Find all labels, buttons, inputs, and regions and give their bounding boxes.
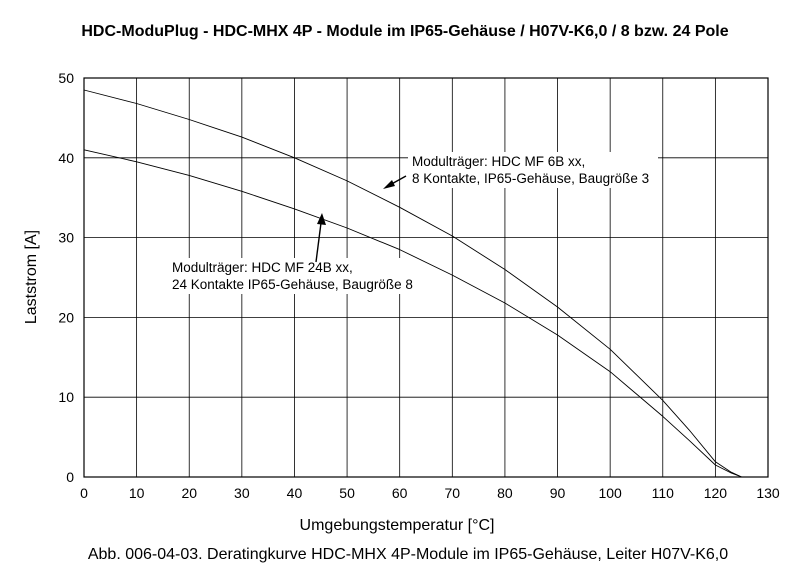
y-tick-label: 20 [58, 309, 74, 325]
annotation-2-box [168, 258, 414, 294]
series-line-2 [83, 149, 742, 478]
annotation-2-arrow [315, 222, 322, 263]
x-tick-label: 80 [497, 485, 513, 501]
x-tick-label: 50 [339, 485, 355, 501]
annotation-2-line-2: 24 Kontakte IP65-Gehäuse, Baugröße 8 [172, 277, 413, 292]
x-axis-label: Umgebungstemperatur [°C] [300, 517, 495, 534]
y-tick-label: 0 [66, 469, 74, 485]
x-tick-label: 40 [287, 485, 303, 501]
annotation-1-line-1: Modulträger: HDC MF 6B xx, [412, 154, 585, 169]
x-tick-label: 120 [704, 485, 728, 501]
y-tick-label: 50 [58, 70, 74, 86]
figure-caption: Abb. 006-04-03. Deratingkurve HDC-MHX 4P… [88, 546, 728, 563]
x-tick-label: 20 [181, 485, 197, 501]
x-tick-label: 10 [129, 485, 145, 501]
x-axis-ticks: 0 10 20 30 40 50 60 70 80 90 100 110 120 130 [80, 485, 780, 501]
x-tick-label: 70 [445, 485, 461, 501]
y-tick-label: 30 [58, 230, 74, 246]
x-tick-label: 60 [392, 485, 408, 501]
x-tick-label: 130 [756, 485, 780, 501]
annotation-1-box [408, 152, 658, 188]
y-axis-label: Laststrom [A] [23, 230, 40, 324]
x-tick-label: 100 [598, 485, 622, 501]
series-line-1 [83, 89, 742, 478]
y-axis-ticks: 0 10 20 30 40 50 [58, 70, 74, 485]
y-tick-label: 40 [58, 150, 74, 166]
x-tick-label: 110 [652, 485, 675, 501]
series-lines [83, 89, 742, 478]
x-tick-label: 30 [234, 485, 250, 501]
x-tick-label: 0 [80, 485, 88, 501]
x-tick-label: 90 [550, 485, 566, 501]
annotation-2-arrowhead [317, 213, 326, 225]
annotation-1-line-2: 8 Kontakte, IP65-Gehäuse, Baugröße 3 [412, 171, 649, 186]
chart-title: HDC-ModuPlug - HDC-MHX 4P - Module im IP… [81, 23, 728, 40]
annotation-1-arrowhead [383, 180, 395, 189]
plot-frame [83, 77, 769, 478]
annotation-2-line-1: Modulträger: HDC MF 24B xx, [172, 260, 353, 275]
y-tick-label: 10 [58, 389, 74, 405]
